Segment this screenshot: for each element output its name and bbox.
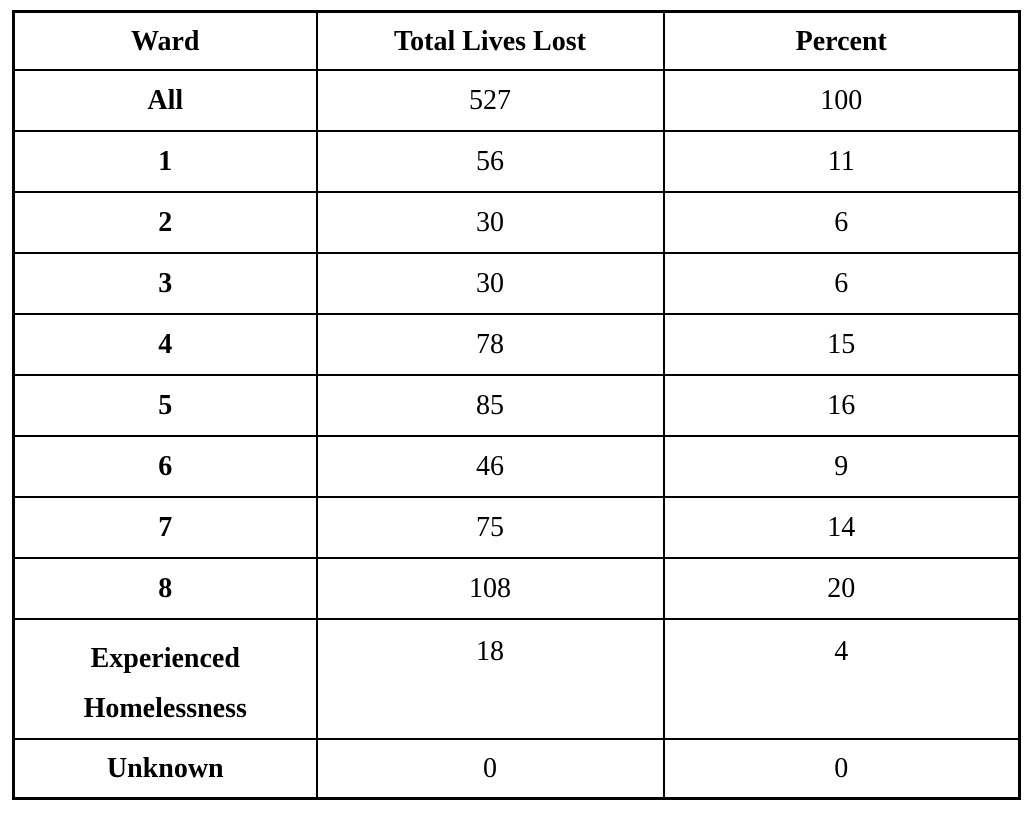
table-row: 1 56 11 — [12, 130, 1021, 193]
total-cell: 56 — [315, 130, 665, 193]
percent-cell: 14 — [662, 496, 1021, 559]
total-cell: 527 — [315, 69, 665, 132]
table-row: Unknown 0 0 — [12, 738, 1021, 800]
percent-cell: 100 — [662, 69, 1021, 132]
percent-cell: 20 — [662, 557, 1021, 620]
total-cell: 30 — [315, 191, 665, 254]
table-row: 8 108 20 — [12, 557, 1021, 620]
percent-cell: 0 — [662, 738, 1021, 800]
percent-cell: 11 — [662, 130, 1021, 193]
percent-cell: 4 — [662, 618, 1021, 740]
ward-cell: 1 — [12, 130, 318, 193]
ward-cell: All — [12, 69, 318, 132]
total-cell: 108 — [315, 557, 665, 620]
ward-cell: 2 — [12, 191, 318, 254]
total-cell: 30 — [315, 252, 665, 315]
header-ward: Ward — [12, 10, 318, 71]
table-row: 6 46 9 — [12, 435, 1021, 498]
percent-cell: 6 — [662, 252, 1021, 315]
percent-cell: 16 — [662, 374, 1021, 437]
table-row: 5 85 16 — [12, 374, 1021, 437]
header-percent: Percent — [662, 10, 1021, 71]
percent-cell: 6 — [662, 191, 1021, 254]
total-cell: 0 — [315, 738, 665, 800]
table-row: 4 78 15 — [12, 313, 1021, 376]
ward-cell: Unknown — [12, 738, 318, 800]
ward-cell: 8 — [12, 557, 318, 620]
table-row: All 527 100 — [12, 69, 1021, 132]
ward-cell: 6 — [12, 435, 318, 498]
total-cell: 78 — [315, 313, 665, 376]
ward-cell: 3 — [12, 252, 318, 315]
table-header-row: Ward Total Lives Lost Percent — [12, 10, 1021, 71]
table-row: 7 75 14 — [12, 496, 1021, 559]
ward-lives-lost-table: Ward Total Lives Lost Percent All 527 10… — [12, 10, 1021, 800]
table-row: 3 30 6 — [12, 252, 1021, 315]
table-row: 2 30 6 — [12, 191, 1021, 254]
total-cell: 18 — [315, 618, 665, 740]
ward-cell: 4 — [12, 313, 318, 376]
total-cell: 75 — [315, 496, 665, 559]
table-row: Experienced Homelessness 18 4 — [12, 618, 1021, 740]
header-total-lives-lost: Total Lives Lost — [315, 10, 665, 71]
percent-cell: 9 — [662, 435, 1021, 498]
total-cell: 46 — [315, 435, 665, 498]
total-cell: 85 — [315, 374, 665, 437]
ward-cell: 7 — [12, 496, 318, 559]
ward-cell: Experienced Homelessness — [12, 618, 318, 740]
percent-cell: 15 — [662, 313, 1021, 376]
ward-cell: 5 — [12, 374, 318, 437]
